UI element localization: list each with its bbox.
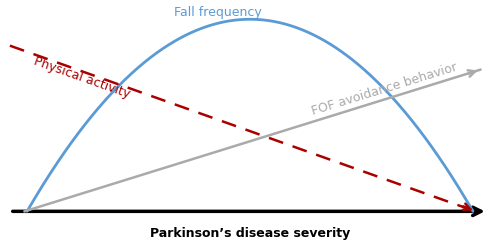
Text: Fall frequency: Fall frequency [174,6,262,19]
Text: FOF avoidance behavior: FOF avoidance behavior [310,61,458,118]
Text: Physical activity: Physical activity [32,55,132,101]
Text: Parkinson’s disease severity: Parkinson’s disease severity [150,227,350,240]
